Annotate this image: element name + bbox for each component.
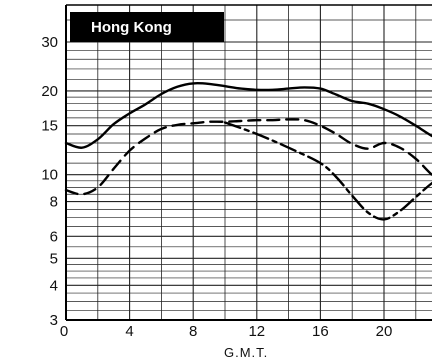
y-tick-label: 6 bbox=[50, 228, 58, 245]
x-tick-label: 4 bbox=[125, 323, 133, 340]
y-tick-label: 15 bbox=[41, 118, 58, 135]
x-tick-label: 8 bbox=[189, 323, 197, 340]
chart-series bbox=[64, 81, 432, 221]
series-line-dash-dot bbox=[223, 121, 432, 221]
x-tick-label: 20 bbox=[376, 323, 393, 340]
x-tick-label: 12 bbox=[248, 323, 265, 340]
chart-frame bbox=[65, 4, 432, 321]
x-axis-label: G.M.T. bbox=[224, 345, 268, 360]
chart-grid bbox=[65, 4, 432, 321]
title-background bbox=[70, 12, 224, 42]
y-tick-label: 3 bbox=[50, 312, 58, 329]
series-line-solid bbox=[64, 81, 432, 149]
tick-labels: 3 4 5 6 8 10 15 20 30 0 4 8 12 16 20 bbox=[41, 34, 392, 340]
y-tick-label: 5 bbox=[50, 250, 58, 267]
chart-title: Hong Kong bbox=[91, 19, 172, 36]
y-tick-label: 10 bbox=[41, 167, 58, 184]
chart-title-box: Hong Kong bbox=[70, 12, 224, 42]
y-tick-label: 4 bbox=[50, 277, 58, 294]
x-tick-label: 16 bbox=[312, 323, 329, 340]
series-line-dashed bbox=[64, 118, 432, 196]
y-tick-label: 20 bbox=[41, 83, 58, 100]
y-tick-label: 8 bbox=[50, 194, 58, 211]
x-tick-label: 0 bbox=[60, 323, 68, 340]
y-tick-label: 30 bbox=[41, 34, 58, 51]
